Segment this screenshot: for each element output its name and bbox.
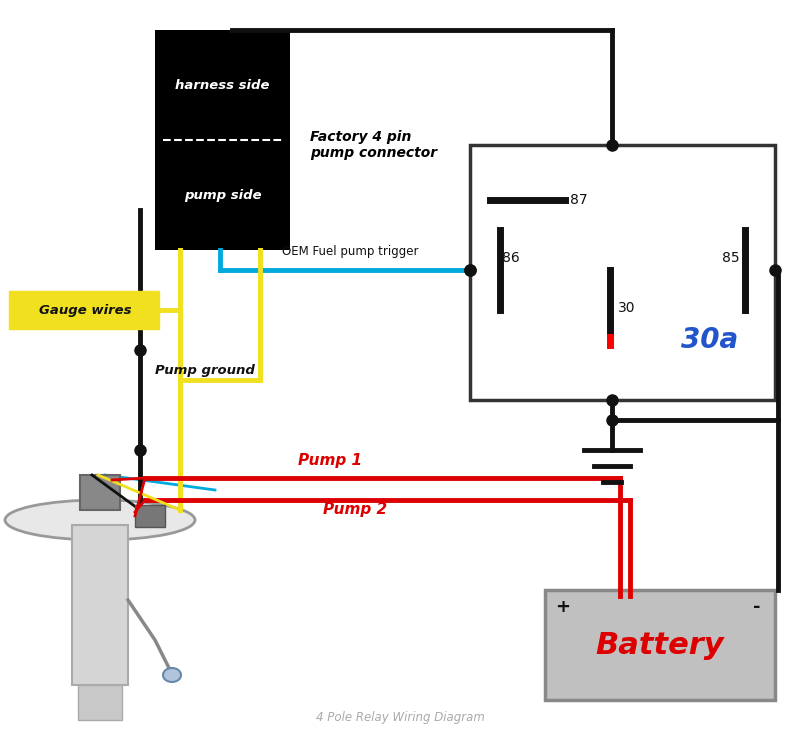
Text: pump side: pump side (184, 189, 262, 201)
Text: 86: 86 (502, 251, 520, 265)
Text: Pump 2: Pump 2 (323, 502, 387, 517)
Text: +: + (555, 598, 570, 616)
Bar (545, 590, 775, 700)
Text: 85: 85 (722, 251, 740, 265)
Text: 4 Pole Relay Wiring Diagram: 4 Pole Relay Wiring Diagram (315, 712, 485, 725)
Text: harness side: harness side (175, 79, 270, 92)
Ellipse shape (163, 668, 181, 682)
Text: Pump ground: Pump ground (155, 364, 255, 376)
Text: 30a: 30a (682, 326, 738, 354)
Bar (135, 505, 165, 527)
Ellipse shape (5, 500, 195, 540)
Bar (78, 685, 122, 720)
Bar (72, 525, 128, 685)
Bar (470, 145, 775, 400)
Bar (80, 475, 120, 510)
FancyBboxPatch shape (9, 291, 159, 329)
Text: Factory 4 pin
pump connector: Factory 4 pin pump connector (310, 130, 437, 160)
Text: 87: 87 (570, 193, 588, 207)
Text: Gauge wires: Gauge wires (38, 303, 131, 316)
Text: -: - (754, 598, 761, 616)
Text: 30: 30 (618, 300, 635, 314)
Text: Battery: Battery (596, 631, 724, 660)
Text: Pump 1: Pump 1 (298, 453, 362, 468)
Bar (155, 30, 290, 140)
Text: OEM Fuel pump trigger: OEM Fuel pump trigger (282, 245, 418, 258)
Bar (155, 140, 290, 250)
